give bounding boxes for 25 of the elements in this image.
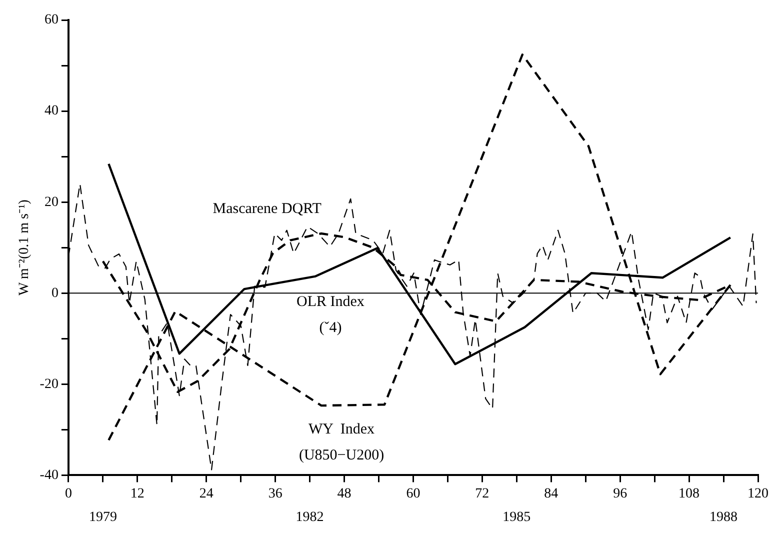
y-axis-title: W m⁻²(0.1 m s⁻¹)	[17, 199, 32, 296]
y-tick-label: 0	[51, 286, 58, 301]
y-tick-label: -40	[40, 468, 58, 483]
series-label: WY Index (U850−U200)	[298, 422, 384, 464]
x-tick-label: 60	[406, 486, 420, 502]
y-tick-label: 60	[44, 12, 58, 28]
y-tick-label: 40	[44, 104, 58, 119]
x-tick-label: 24	[199, 486, 214, 502]
x-tick-label: 72	[475, 486, 490, 502]
text: 1979	[88, 510, 117, 525]
series-label: OLR Index (ˇ4)	[296, 294, 365, 336]
x-tick-label: 0	[64, 486, 72, 502]
x-tick-label: 12	[130, 486, 144, 502]
y-tick-label: 20	[44, 194, 58, 210]
y-tick-label: -20	[40, 376, 58, 392]
text: 1985	[502, 510, 531, 525]
x-tick-label: 120	[748, 486, 768, 502]
text: 1982	[296, 510, 324, 525]
x-tick-label: 48	[337, 486, 352, 502]
series-label: Mascarene DQRT	[212, 200, 322, 217]
x-tick-label: 36	[268, 486, 282, 502]
text: 1988	[710, 510, 738, 525]
x-tick-label: 96	[613, 486, 628, 502]
x-tick-label: 108	[678, 486, 700, 502]
x-tick-label: 84	[544, 486, 558, 502]
